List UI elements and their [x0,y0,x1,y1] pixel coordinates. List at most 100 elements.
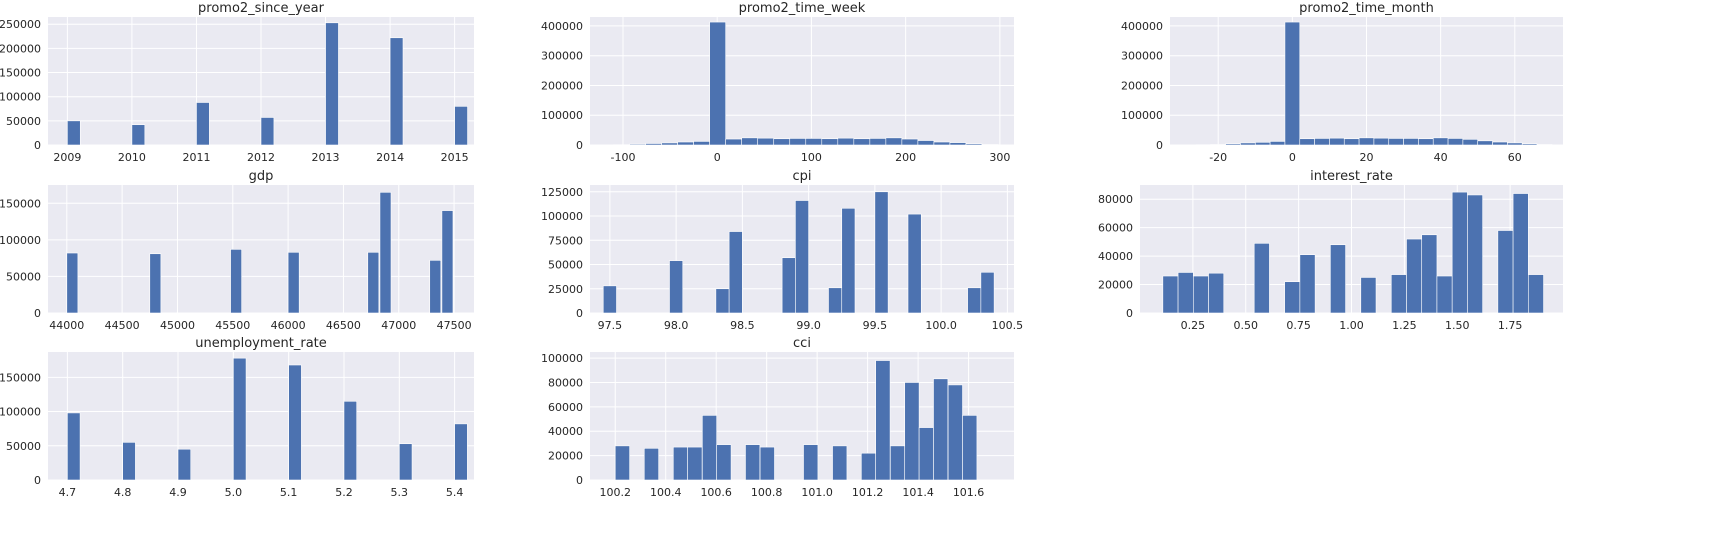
histogram-bar [429,260,442,314]
histogram-bar [890,445,906,481]
x-tick-label: 5.4 [446,486,464,499]
histogram-bar [917,140,935,146]
histogram-bar [874,191,889,314]
y-tick-label: 125000 [541,186,583,199]
histogram-bar [367,251,380,314]
x-tick-label: 2010 [118,151,146,164]
x-tick-label: 46000 [271,319,306,332]
histogram-panel-unemployment_rate: 4.7 4.8 4.9 5.0 5.1 5.2 5.3 5.4 0 50000 100000 1500… [0,336,474,499]
y-tick-label: 300000 [1121,50,1163,63]
y-tick-label: 0 [34,307,41,320]
y-tick-label: 60000 [548,401,583,414]
x-tick-label: 100.8 [751,486,783,499]
histogram-bar [1436,275,1453,314]
histogram-panel-promo2_since_year: 2009 2010 2011 2012 2013 2014 2015 0 50000 100000… [0,1,474,164]
histogram-panel-promo2_time_week: -100 0 100 200 300 0 100000 200000 300000 400000 p… [541,1,1014,164]
histogram-bar [1299,254,1316,314]
histogram-bar [1360,277,1377,314]
x-tick-label: 99.0 [796,319,821,332]
histogram-bar [907,213,922,314]
histogram-bar [343,400,358,481]
x-tick-label: 101.6 [953,486,985,499]
x-tick-label: 1.50 [1445,319,1470,332]
histogram-panel-gdp: 44000 44500 45000 45500 46000 46500 47000 47500… [0,169,474,332]
y-tick-label: 80000 [548,376,583,389]
y-tick-label: 40000 [548,425,583,438]
x-tick-label: -20 [1209,151,1227,164]
histogram-bar [837,137,855,146]
x-tick-label: 44000 [49,319,84,332]
histogram-bar [1507,142,1523,146]
histogram-bar [661,142,678,146]
y-tick-label: 100000 [541,109,583,122]
y-tick-label: 0 [576,307,583,320]
histogram-bar [1253,243,1270,314]
histogram-bar [672,446,688,481]
y-tick-label: 60000 [1098,222,1133,235]
histogram-bar [1177,272,1194,314]
histogram-bar [66,252,79,314]
histogram-bar [728,231,743,314]
histogram-bar [1299,138,1315,146]
histogram-bar [1447,138,1464,146]
x-tick-label: 0.50 [1234,319,1259,332]
x-tick-label: 40 [1434,151,1448,164]
histogram-bar [67,412,81,481]
histogram-bar [687,446,703,481]
histogram-bar [1432,137,1449,146]
x-tick-label: 1.75 [1498,319,1523,332]
histogram-bar [1418,138,1434,146]
x-tick-label: 1.00 [1339,319,1364,332]
histogram-bar [1225,143,1241,146]
x-tick-label: 5.2 [335,486,353,499]
histogram-bar [885,137,903,146]
histogram-bar [933,378,949,481]
x-tick-label: 100.0 [925,319,957,332]
panel-title: cpi [792,169,811,184]
histogram-bar [1210,144,1226,146]
x-tick-label: 2011 [182,151,210,164]
histogram-bar [947,384,963,481]
x-tick-label: 5.0 [225,486,243,499]
histogram-bar [1284,281,1301,314]
histogram-panel-cci: 100.2 100.4 100.6 100.8 101.0 101.2 101.4 101.6… [541,336,1014,499]
y-tick-label: 300000 [541,50,583,63]
histogram-bar [1269,141,1286,146]
histogram-bar [962,415,978,481]
x-tick-label: 45000 [160,319,195,332]
y-tick-label: 75000 [548,234,583,247]
y-tick-label: 150000 [0,197,41,210]
histogram-bar [1329,137,1345,146]
x-tick-label: 99.5 [863,319,888,332]
histogram-bar [399,443,413,481]
histogram-bar [693,141,710,146]
y-tick-label: 80000 [1098,193,1133,206]
histogram-bar [325,22,339,146]
x-tick-label: 2012 [247,151,275,164]
histogram-bar [645,143,662,146]
histogram-bar [1462,139,1479,146]
panel-title: cci [793,336,811,351]
y-tick-label: 40000 [1098,250,1133,263]
histogram-bar [1451,191,1468,314]
x-tick-label: 100.4 [650,486,682,499]
histogram-bar [67,120,81,146]
x-tick-label: 0 [1289,151,1296,164]
histogram-bar [1240,142,1256,146]
x-tick-label: 98.0 [664,319,689,332]
histogram-bar [379,192,392,314]
histogram-bar [1343,138,1360,146]
histogram-bar [260,117,275,146]
histogram-bar [131,124,146,146]
x-tick-label: 4.8 [114,486,132,499]
histogram-bar [759,446,775,481]
x-tick-label: 5.1 [280,486,298,499]
histogram-bar [1497,230,1514,314]
histogram-bar [741,137,759,146]
histogram-bar [918,427,934,481]
histogram-bar [901,138,919,146]
y-tick-label: 200000 [541,79,583,92]
histogram-bar [1512,193,1529,314]
y-tick-label: 400000 [541,20,583,33]
y-tick-label: 0 [34,474,41,487]
